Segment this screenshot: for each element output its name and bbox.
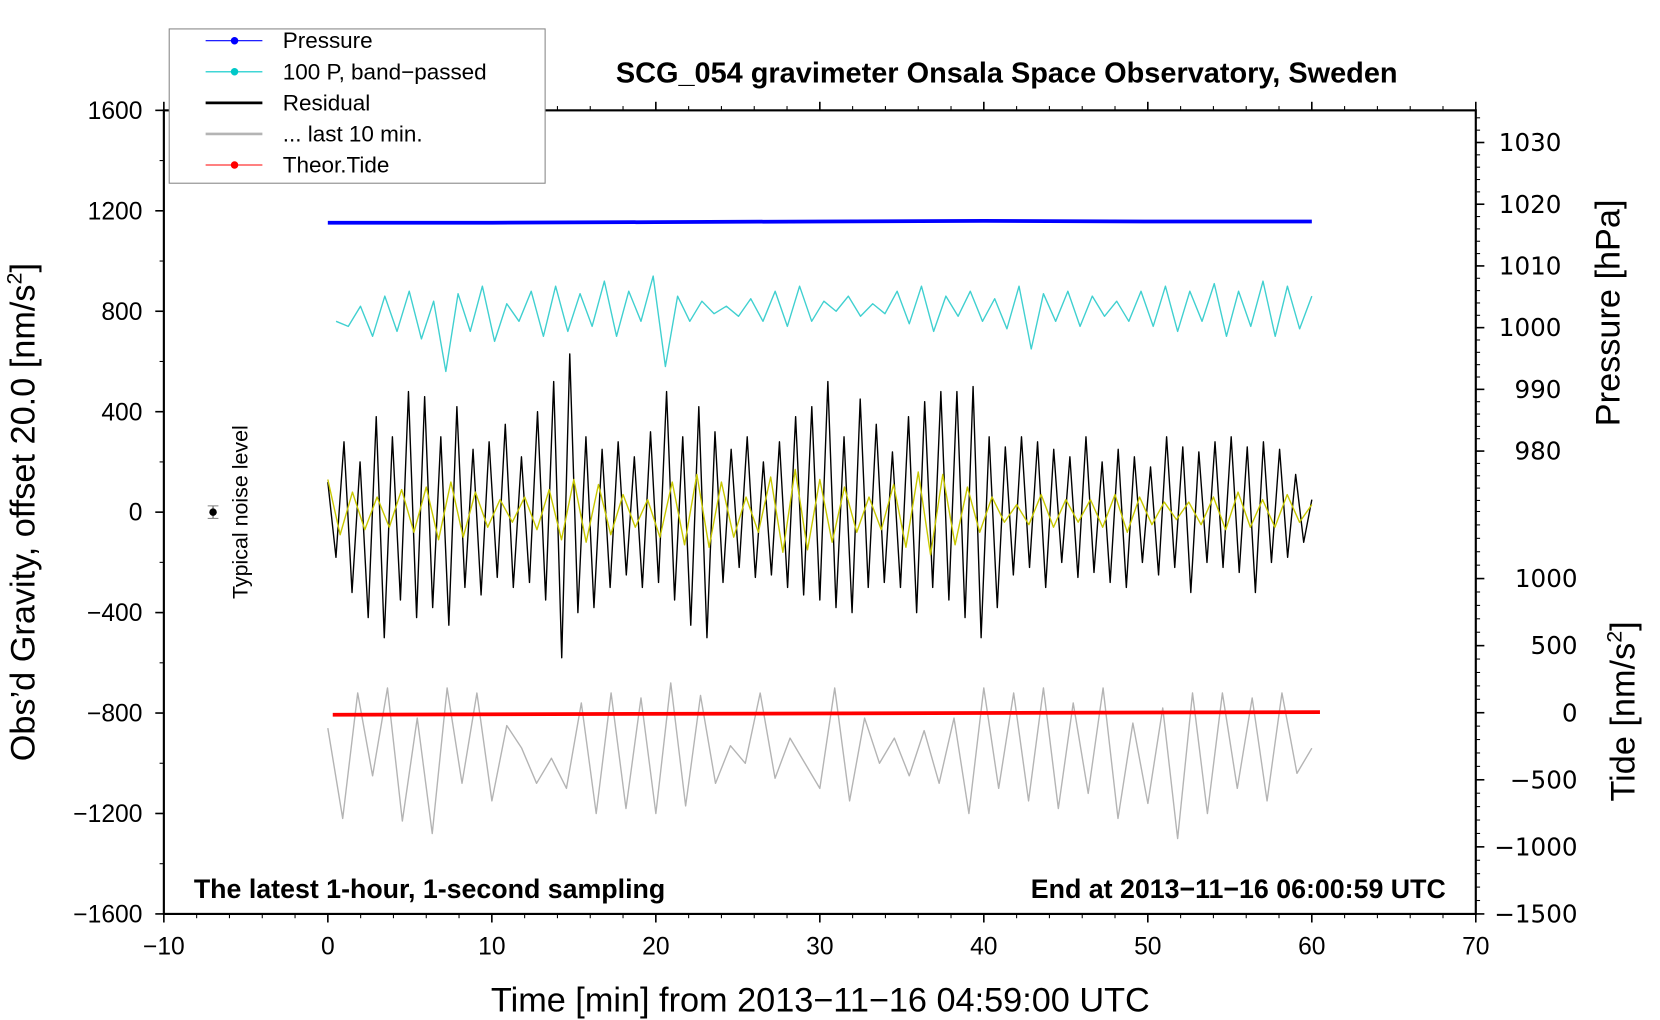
- legend-label: 100 P, band−passed: [283, 59, 487, 84]
- x-tick-label: 30: [806, 934, 833, 961]
- x-tick-label: 20: [642, 934, 669, 961]
- tide-tick-label: −1000: [1494, 832, 1577, 861]
- series-layer: [327, 219, 1320, 840]
- y-tick-label: 400: [101, 399, 142, 426]
- pressure-tick-label: 1020: [1499, 190, 1562, 219]
- series-line-pressure: [327, 219, 1312, 225]
- y-tick-label: 1200: [88, 198, 143, 225]
- y-tick-label: −400: [87, 600, 142, 627]
- annotation-right: End at 2013−11−16 06:00:59 UTC: [1031, 874, 1446, 904]
- y-tick-label: −1200: [73, 801, 142, 828]
- pressure-axis-label: Pressure [hPa]: [1589, 200, 1627, 427]
- x-tick-label: 50: [1134, 934, 1161, 961]
- x-tick-label: 70: [1462, 934, 1489, 961]
- noise-marker: [207, 505, 219, 519]
- legend-marker: [230, 36, 239, 45]
- pressure-tick-label: 980: [1514, 437, 1561, 466]
- y-tick-label: 0: [129, 500, 143, 527]
- noise-dot: [209, 508, 217, 516]
- plot-frame: [162, 109, 1477, 915]
- legend-label: Residual: [283, 90, 370, 115]
- x-tick-label: 40: [970, 934, 997, 961]
- series-line--last-10-min-: [327, 682, 1313, 840]
- pressure-tick-label: 1010: [1499, 251, 1562, 280]
- axes: −10 0 10 20 30 40 50 60 70160012008004000−400−80…: [73, 98, 1577, 961]
- legend-marker: [230, 68, 239, 76]
- x-tick-label: 0: [321, 934, 335, 961]
- legend-label: ... last 10 min.: [283, 121, 423, 146]
- tide-tick-label: −1500: [1494, 899, 1577, 928]
- legend: Pressure 100 P, band−passed Residual ... la…: [168, 28, 546, 184]
- series-line-residual: [327, 353, 1313, 659]
- x-tick-label: −10: [143, 934, 185, 961]
- pressure-tick-label: 990: [1514, 375, 1561, 404]
- legend-marker: [230, 161, 239, 169]
- legend-label: Pressure: [283, 28, 373, 53]
- tide-tick-label: 1000: [1515, 564, 1578, 593]
- tide-tick-label: −500: [1510, 765, 1578, 794]
- series-line-theor-tide: [332, 710, 1320, 717]
- y-tick-label: −800: [87, 701, 142, 728]
- tide-tick-label: 0: [1562, 698, 1578, 727]
- pressure-tick-label: 1000: [1499, 313, 1562, 342]
- chart-title: SCG_054 gravimeter Onsala Space Observat…: [616, 57, 1398, 89]
- x-tick-label: 10: [478, 934, 505, 961]
- pressure-tick-label: 1030: [1499, 128, 1562, 157]
- y-tick-label: 800: [101, 299, 142, 326]
- annotation-left: The latest 1-hour, 1-second sampling: [194, 874, 665, 904]
- series-line-residual-yellow-overlay-: [327, 468, 1313, 556]
- legend-label: Theor.Tide: [283, 152, 390, 177]
- x-tick-label: 60: [1298, 934, 1325, 961]
- series-line-100-p-band-passed: [335, 275, 1313, 373]
- tide-tick-label: 500: [1531, 631, 1578, 660]
- tide-axis-label: Tide [nm/s2]: [1602, 621, 1642, 801]
- y-axis-label: Obs’d Gravity, offset 20.0 [nm/s2]: [2, 263, 42, 761]
- x-axis-label: Time [min] from 2013−11−16 04:59:00 UTC: [491, 981, 1150, 1019]
- legend-box: [168, 28, 546, 184]
- noise-label: Typical noise level: [228, 425, 252, 599]
- y-tick-label: 1600: [88, 98, 143, 125]
- y-tick-label: −1600: [73, 901, 142, 928]
